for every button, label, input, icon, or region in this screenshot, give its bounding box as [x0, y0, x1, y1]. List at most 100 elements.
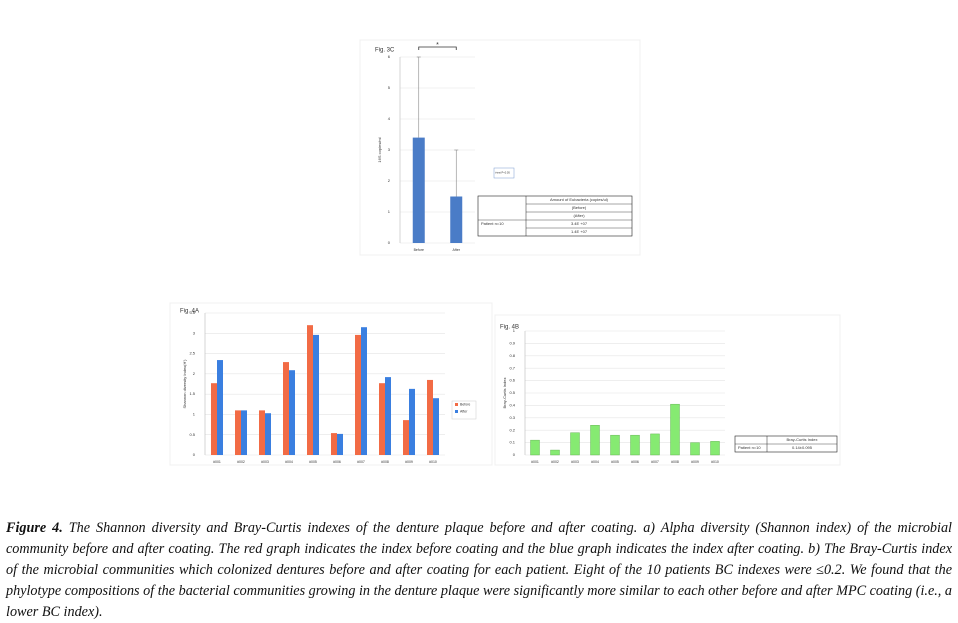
annotation-box [493, 167, 515, 179]
y-tick-label: 0.6 [509, 378, 515, 383]
y-axis-label: Bray-Curtis Index [502, 378, 507, 409]
bar [550, 449, 560, 456]
bar [690, 442, 700, 456]
x-tick-label: #006 [631, 460, 639, 464]
y-tick-label: 4 [388, 116, 391, 121]
y-tick-label: 0.5 [189, 432, 195, 437]
x-tick-label: #002 [237, 460, 245, 464]
bar [530, 439, 540, 456]
significance-mark: * [436, 42, 439, 49]
y-tick-label: 5 [388, 85, 391, 90]
x-tick-label: #007 [357, 460, 365, 464]
table-cell: (After) [573, 213, 585, 218]
bar [331, 433, 337, 455]
y-tick-label: 0.7 [509, 365, 515, 370]
bar [235, 410, 241, 455]
y-tick-label: 1.5 [189, 391, 195, 396]
x-tick-label: #006 [333, 460, 341, 464]
legend-swatch [455, 410, 458, 413]
table-border [477, 195, 633, 237]
legend-label: After [460, 409, 468, 413]
x-tick-label: #009 [405, 460, 413, 464]
bar [283, 362, 289, 455]
y-tick-label: 0.5 [509, 390, 515, 395]
bar [313, 334, 319, 455]
y-tick-label: 3 [193, 330, 196, 335]
y-tick-label: 1 [193, 411, 196, 416]
y-tick-label: 3 [388, 147, 391, 152]
bar [412, 137, 425, 243]
caption: Figure 4. The Shannon diversity and Bray… [6, 518, 952, 623]
table-cell: 0.14±0.095 [792, 445, 813, 450]
y-tick-label: 2 [193, 371, 196, 376]
y-tick-label: 0.4 [509, 402, 515, 407]
chart-title: Fig. 4A [180, 309, 199, 315]
bar [265, 413, 271, 455]
y-axis-label: 16S copies/ml [377, 137, 382, 162]
table-cell: (Before) [572, 205, 587, 210]
bar [241, 410, 247, 455]
table-cell: Amount of Eubacteria (copies/ul) [550, 197, 609, 202]
bar [450, 196, 463, 243]
x-tick-label: After [453, 248, 461, 252]
bar [590, 425, 600, 456]
x-tick-label: #007 [651, 460, 659, 464]
x-tick-label: #001 [531, 460, 539, 464]
y-tick-label: 0.3 [509, 415, 515, 420]
x-tick-label: #008 [671, 460, 679, 464]
x-tick-label: Before [414, 248, 424, 252]
bar [289, 370, 295, 455]
y-tick-label: 1 [388, 209, 391, 214]
bar [337, 433, 343, 455]
bar [307, 325, 313, 455]
caption-text: The Shannon diversity and Bray-Curtis in… [6, 520, 952, 620]
x-tick-label: #008 [381, 460, 389, 464]
bar [379, 383, 385, 455]
x-tick-label: #003 [571, 460, 579, 464]
table-cell: Bray-Curtis Index [787, 437, 818, 442]
bar [355, 334, 361, 455]
y-tick-label: 3.5 [189, 310, 195, 315]
y-tick-label: 2 [388, 178, 391, 183]
annotation: t-test P<0.05 [495, 171, 510, 175]
legend-label: Before [460, 402, 470, 406]
bar [259, 410, 265, 455]
bar [610, 434, 620, 456]
y-tick-label: 0 [513, 452, 516, 457]
x-tick-label: #001 [213, 460, 221, 464]
significance-bracket [418, 46, 457, 50]
x-tick-label: #010 [429, 460, 437, 464]
y-tick-label: 6 [388, 54, 391, 59]
y-tick-label: 1 [513, 328, 516, 333]
bar [670, 403, 680, 456]
chart-title: Fig. 3C [375, 48, 395, 54]
x-tick-label: #003 [261, 460, 269, 464]
x-tick-label: #004 [591, 460, 599, 464]
bar [385, 377, 391, 455]
bar [433, 398, 439, 455]
table-row-label: Patient n=10 [481, 221, 504, 226]
bar [630, 434, 640, 456]
x-tick-label: #005 [309, 460, 317, 464]
bar [650, 433, 660, 456]
legend-swatch [455, 403, 458, 406]
bar [409, 388, 415, 455]
bar [403, 420, 409, 455]
figure: Fig. 3C 0 1 2 3 4 5 6 16S copies/ml Before After * t… [169, 39, 841, 466]
chart-title: Fig. 4B [500, 325, 519, 331]
x-tick-label: #004 [285, 460, 293, 464]
x-tick-label: #002 [551, 460, 559, 464]
y-tick-label: 0.2 [509, 427, 515, 432]
y-tick-label: 0.1 [509, 440, 515, 445]
table-row-label: Patient n=10 [738, 445, 761, 450]
x-tick-label: #005 [611, 460, 619, 464]
y-axis-label: Shannon diversity Index(H') [182, 359, 187, 409]
x-tick-label: #010 [711, 460, 719, 464]
y-tick-label: 0 [388, 240, 391, 245]
bar [427, 379, 433, 455]
y-tick-label: 0.8 [509, 353, 515, 358]
bar [710, 441, 720, 456]
bar [570, 432, 580, 456]
bar [217, 360, 223, 455]
